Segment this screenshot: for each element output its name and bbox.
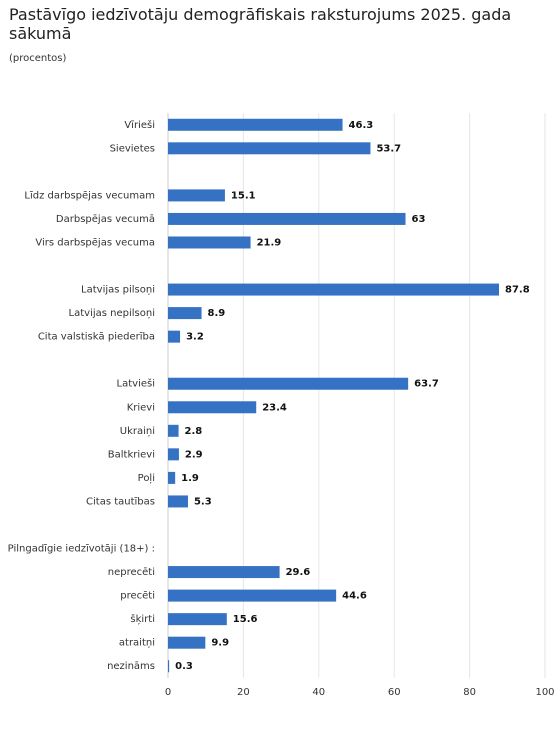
bar — [168, 377, 409, 390]
bar — [168, 307, 202, 320]
value-label: 8.9 — [208, 308, 226, 319]
x-tick-label: 60 — [388, 687, 401, 698]
value-label: 0.3 — [175, 661, 193, 672]
value-label: 5.3 — [194, 496, 212, 507]
chart-subtitle: (procentos) — [9, 53, 67, 64]
value-label: 87.8 — [505, 285, 530, 296]
x-tick-label: 20 — [237, 687, 250, 698]
bar — [168, 424, 179, 437]
y-tick-label: precēti — [120, 591, 155, 602]
y-tick-label: Citas tautības — [86, 496, 155, 507]
y-tick-label: Darbspējas vecumā — [56, 214, 155, 225]
y-tick-label: Pilngadīgie iedzīvotāji (18+) : — [8, 544, 155, 555]
y-tick-label: Cita valstiskā piederība — [38, 332, 155, 343]
bar — [168, 660, 170, 673]
y-tick-label: Poļi — [138, 473, 155, 484]
y-tick-label: Krievi — [127, 402, 155, 413]
x-tick-label: 0 — [165, 687, 171, 698]
x-tick-label: 80 — [463, 687, 476, 698]
value-label: 2.9 — [185, 449, 203, 460]
y-tick-label: Virs darbspējas vecuma — [35, 237, 155, 248]
bar — [168, 142, 371, 155]
bar — [168, 330, 181, 343]
value-label: 2.8 — [185, 426, 203, 437]
value-label: 23.4 — [262, 402, 287, 413]
value-label: 63 — [412, 214, 426, 225]
y-tick-label: Latvijas nepilsoņi — [69, 308, 155, 319]
bar — [168, 448, 179, 461]
bar — [168, 566, 280, 579]
value-label: 44.6 — [342, 591, 367, 602]
y-tick-label: neprecēti — [108, 567, 155, 578]
chart-title: Pastāvīgo iedzīvotāju demogrāfiskais rak… — [9, 5, 512, 43]
bar — [168, 189, 225, 202]
value-label: 21.9 — [257, 237, 282, 248]
value-label: 29.6 — [286, 567, 311, 578]
y-tick-label: Ukraiņi — [120, 426, 155, 437]
y-tick-label: Līdz darbspējas vecumam — [24, 190, 155, 201]
y-tick-label: Latvijas pilsoņi — [81, 285, 155, 296]
value-label: 1.9 — [181, 473, 199, 484]
bar — [168, 495, 188, 508]
value-label: 3.2 — [186, 332, 204, 343]
value-label: 53.7 — [376, 143, 401, 154]
bar — [168, 613, 227, 626]
y-tick-label: atraitņi — [119, 638, 155, 649]
value-label: 46.3 — [349, 120, 374, 131]
bar — [168, 471, 176, 484]
y-tick-label: nezināms — [107, 661, 155, 672]
value-label: 15.6 — [233, 614, 258, 625]
x-tick-label: 40 — [312, 687, 325, 698]
y-tick-label: Sievietes — [110, 143, 155, 154]
value-label: 9.9 — [211, 638, 229, 649]
value-label: 63.7 — [414, 379, 439, 390]
bar — [168, 589, 337, 602]
y-tick-label: šķirti — [130, 613, 155, 625]
bar — [168, 118, 343, 131]
bar — [168, 401, 257, 414]
x-tick-label: 100 — [535, 687, 554, 698]
bar — [168, 212, 406, 225]
value-label: 15.1 — [231, 190, 256, 201]
y-tick-label: Baltkrievi — [108, 449, 155, 460]
y-tick-label: Latvieši — [117, 378, 155, 390]
y-tick-label: Vīrieši — [124, 119, 155, 131]
bar — [168, 636, 206, 649]
bar — [168, 236, 251, 249]
bar — [168, 283, 500, 296]
